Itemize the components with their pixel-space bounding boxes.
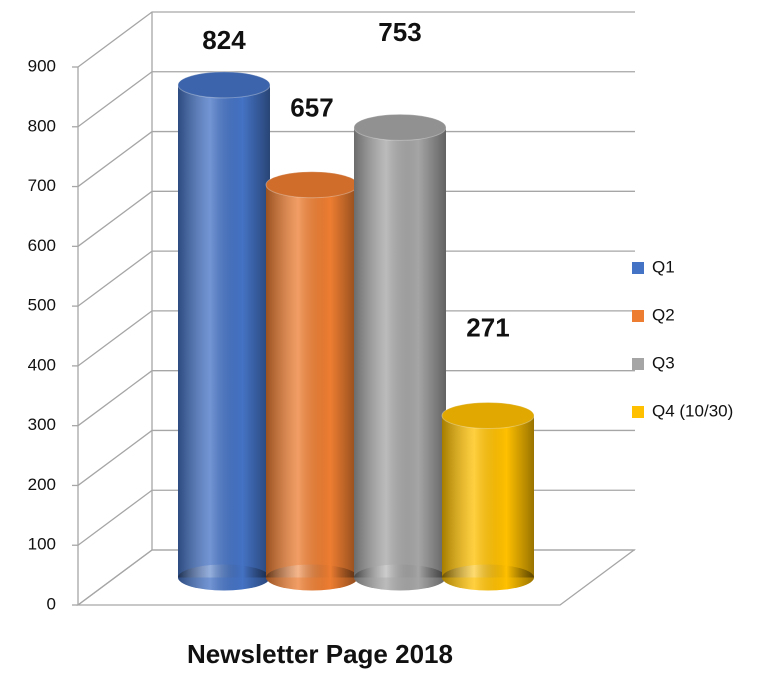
grid-line: [77, 370, 635, 427]
legend-swatch: [632, 358, 644, 370]
y-tick-label: 100: [28, 535, 56, 554]
cylinder: [441, 402, 535, 591]
legend-swatch: [632, 406, 644, 418]
y-tick-label: 200: [28, 475, 56, 494]
cylinder-top: [441, 402, 535, 430]
cylinder-top-shade: [354, 114, 446, 141]
grid-line: [77, 190, 635, 247]
legend-swatch: [632, 310, 644, 322]
x-tick-label: Newsletter Page 2018: [187, 639, 453, 669]
cylinder-top: [177, 71, 271, 99]
legend-label: Q2: [652, 305, 675, 324]
cylinder-top-shade: [266, 171, 358, 198]
bar-shade: [266, 184, 358, 578]
data-label: 271: [466, 312, 509, 342]
data-label: 657: [290, 93, 333, 123]
cylinder-top-shade: [178, 71, 270, 98]
bar-shade: [442, 415, 534, 578]
legend-label: Q3: [652, 353, 675, 372]
legend-label: Q4 (10/30): [652, 401, 733, 420]
grid-line: [77, 250, 635, 307]
bar-shade: [354, 127, 446, 578]
grid-line: [77, 130, 635, 188]
grid-line: [77, 11, 635, 68]
cylinder: [353, 113, 447, 591]
data-label: 753: [378, 17, 421, 47]
y-tick-label: 600: [28, 236, 56, 255]
y-tick-label: 300: [28, 415, 56, 434]
y-tick-label: 400: [28, 355, 56, 374]
y-tick-label: 500: [28, 296, 56, 315]
y-tick-label: 900: [28, 56, 56, 75]
grid-line: [77, 71, 635, 128]
y-tick-label: 800: [28, 116, 56, 135]
legend-swatch: [632, 262, 644, 274]
data-label: 824: [202, 25, 246, 55]
legend-label: Q1: [652, 257, 675, 276]
grid-line: [77, 310, 635, 367]
bar-shade: [178, 84, 270, 578]
y-tick-label: 700: [28, 176, 56, 195]
cylinder-top-shade: [442, 402, 534, 429]
cylinder: [265, 171, 359, 591]
cylinder: [177, 71, 271, 591]
y-tick-label: 0: [47, 594, 56, 613]
cylinder-top: [353, 113, 447, 141]
